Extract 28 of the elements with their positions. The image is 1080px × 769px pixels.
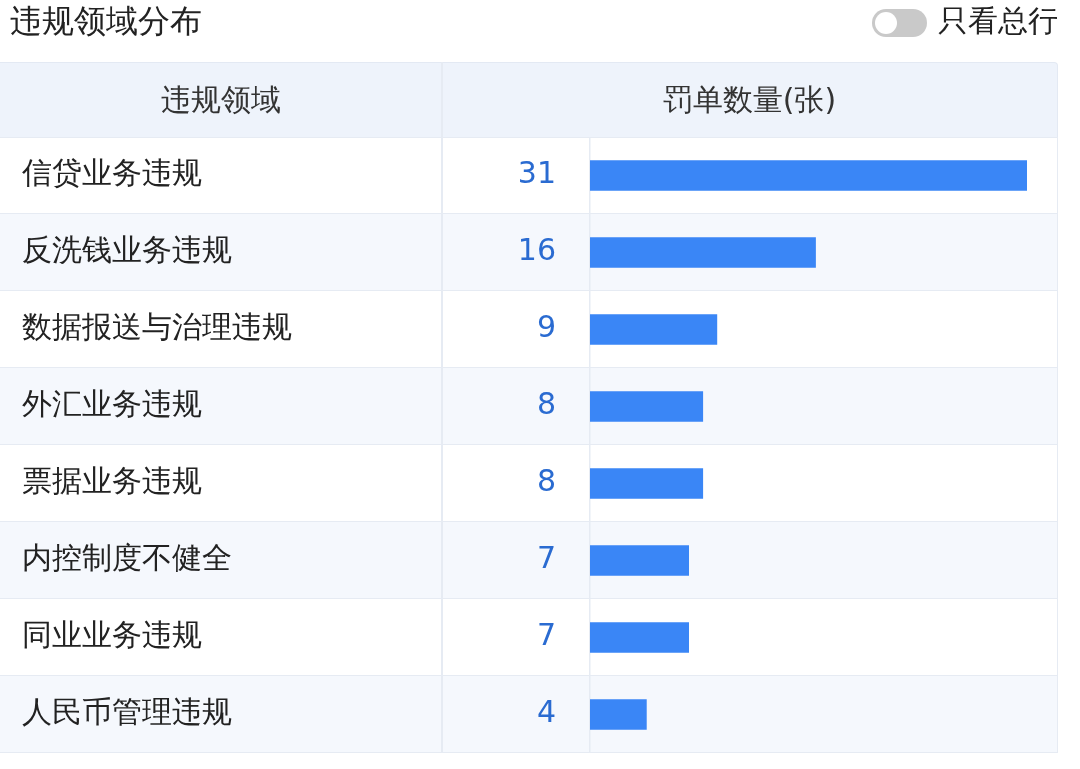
y-tick-label: 信贷业务违规 xyxy=(22,155,202,191)
data-label: 8 xyxy=(536,463,556,499)
data-label: 4 xyxy=(536,694,556,730)
bar xyxy=(590,622,690,653)
bar xyxy=(590,160,1027,191)
data-label: 7 xyxy=(536,617,556,653)
data-label: 8 xyxy=(536,386,556,422)
data-label: 9 xyxy=(536,309,556,345)
y-tick-label: 同业业务违规 xyxy=(22,617,202,653)
y-tick-label: 外汇业务违规 xyxy=(22,386,202,422)
bar xyxy=(590,314,718,345)
bar xyxy=(590,545,690,576)
y-tick-label: 数据报送与治理违规 xyxy=(22,309,292,345)
data-label: 16 xyxy=(517,232,556,268)
text: 违规领域分布 xyxy=(10,1,202,41)
bar xyxy=(590,237,816,268)
x-axis-title: 罚单数量(张) xyxy=(662,80,837,119)
bar xyxy=(590,391,704,422)
bar xyxy=(590,468,704,499)
y-tick-label: 反洗钱业务违规 xyxy=(22,232,232,268)
bar xyxy=(590,699,647,730)
y-axis-title: 违规领域 xyxy=(160,80,281,119)
data-label: 7 xyxy=(536,540,556,576)
data-label: 31 xyxy=(517,155,556,191)
text: 只看总行 xyxy=(938,2,1058,40)
y-tick-label: 票据业务违规 xyxy=(22,463,202,499)
y-tick-label: 人民币管理违规 xyxy=(22,694,232,730)
y-tick-label: 内控制度不健全 xyxy=(22,540,232,576)
